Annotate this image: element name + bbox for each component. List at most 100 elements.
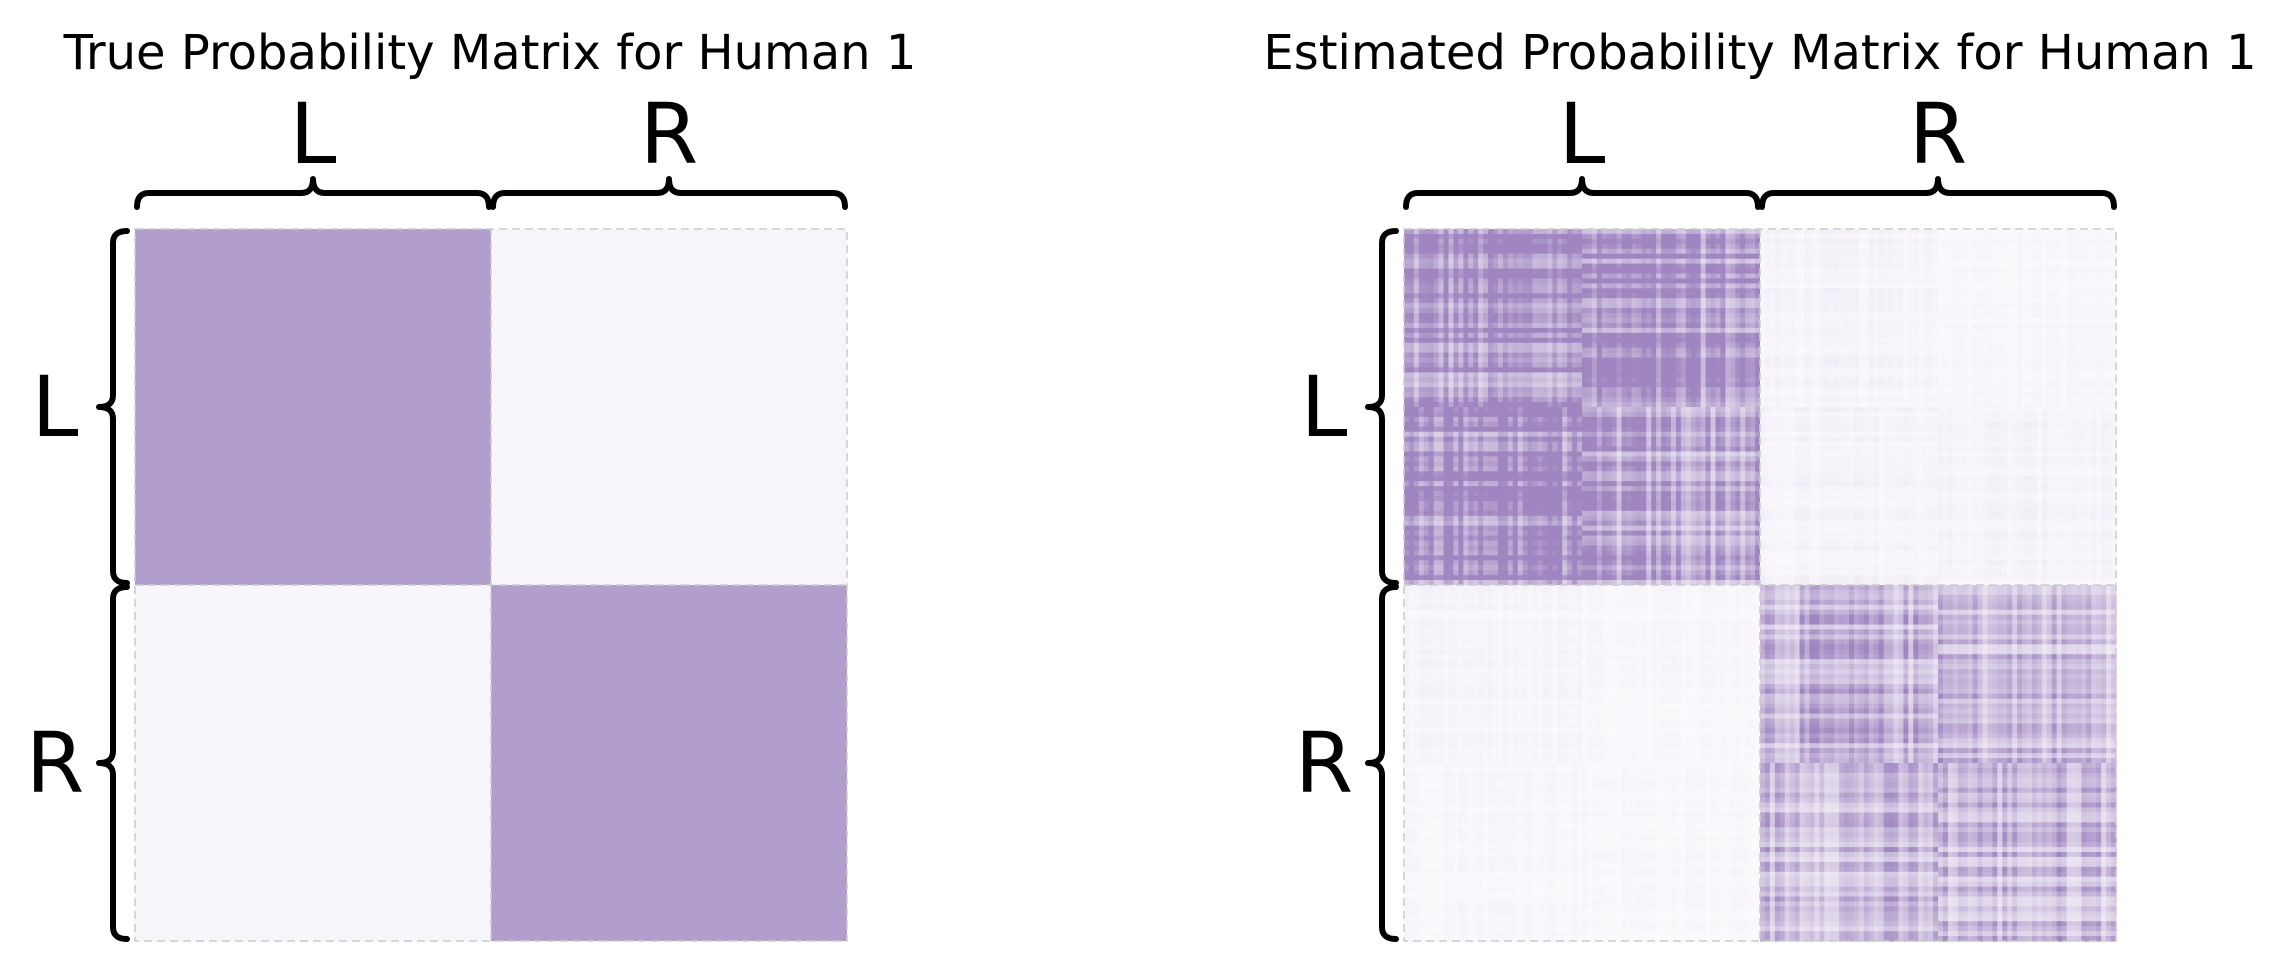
heatmap-cell [1453, 337, 1459, 344]
heatmap-cell [1705, 229, 1712, 235]
heatmap-cell [1586, 308, 1593, 314]
heatmap-cell [1567, 500, 1573, 507]
heatmap-cell [1705, 352, 1712, 359]
heatmap-cell [1675, 451, 1682, 458]
heatmap-cell [1755, 545, 1761, 551]
heatmap-cell [1537, 238, 1544, 245]
heatmap-cell [1695, 491, 1702, 497]
heatmap-cell [1661, 273, 1667, 280]
heatmap-cell [1458, 491, 1464, 497]
heatmap-cell [1517, 431, 1524, 438]
heatmap-cell [1413, 431, 1420, 438]
heatmap-cell [1488, 525, 1494, 532]
heatmap-cell [1517, 525, 1524, 532]
heatmap-cell [1695, 387, 1702, 393]
heatmap-cell [1413, 318, 1420, 324]
heatmap-cell [1596, 347, 1603, 354]
heatmap-cell [1611, 238, 1618, 245]
heatmap-cell [1725, 481, 1731, 487]
heatmap-cell [1463, 431, 1469, 438]
heatmap-cell [1700, 243, 1707, 250]
heatmap-cell [1448, 560, 1455, 566]
heatmap-cell [1478, 416, 1484, 423]
heatmap-cell [1458, 332, 1464, 339]
heatmap-cell [1527, 486, 1534, 492]
heatmap-cell [1680, 411, 1687, 418]
heatmap-cell [1572, 327, 1578, 334]
heatmap-cell [1586, 461, 1593, 467]
heatmap-cell [1596, 525, 1603, 532]
heatmap-cell [1527, 575, 1534, 581]
heatmap-cell [1611, 510, 1618, 517]
heatmap-cell [1483, 322, 1489, 329]
heatmap-cell [1606, 233, 1613, 240]
heatmap-cell [1651, 481, 1657, 487]
heatmap-cell [1438, 515, 1445, 522]
heatmap-cell [1695, 392, 1702, 398]
heatmap-cell [1680, 352, 1687, 359]
heatmap-cell [1458, 570, 1464, 576]
heatmap-cell [1507, 367, 1514, 373]
heatmap-cell [1428, 238, 1435, 245]
heatmap-cell [1423, 550, 1430, 556]
heatmap-cell [1582, 258, 1588, 265]
heatmap-cell [1745, 258, 1751, 265]
heatmap-cell [1591, 352, 1598, 359]
heatmap-cell [1463, 293, 1469, 299]
heatmap-cell [1577, 362, 1583, 369]
heatmap-cell [1661, 471, 1667, 477]
heatmap-cell [1483, 471, 1489, 477]
heatmap-cell [1532, 466, 1539, 472]
heatmap-cell [1507, 570, 1514, 576]
heatmap-cell [1685, 313, 1692, 319]
heatmap-cell [1567, 426, 1573, 433]
heatmap-cell [1404, 327, 1410, 334]
heatmap-cell [1586, 530, 1593, 537]
heatmap-cell [1591, 476, 1598, 482]
heatmap-cell [1478, 229, 1484, 235]
heatmap-cell [1651, 263, 1657, 270]
heatmap-cell [1458, 486, 1464, 492]
heatmap-cell [1750, 293, 1756, 299]
heatmap-cell [1636, 258, 1642, 265]
heatmap-cell [1661, 441, 1667, 448]
heatmap-cell [1572, 322, 1578, 329]
heatmap-cell [1522, 407, 1529, 413]
heatmap-cell [1755, 273, 1761, 280]
heatmap-cell [1675, 486, 1682, 492]
heatmap-cell [1497, 402, 1504, 408]
heatmap-cell [1582, 540, 1588, 547]
heatmap-cell [1671, 491, 1677, 497]
heatmap-cell [1418, 461, 1425, 467]
heatmap-cell [1552, 258, 1558, 265]
heatmap-cell [1740, 263, 1746, 270]
heatmap-cell [1497, 486, 1504, 492]
heatmap-cell [1750, 357, 1756, 364]
heatmap-cell [1483, 313, 1489, 319]
heatmap-cell [1675, 520, 1682, 527]
heatmap-cell [1408, 318, 1415, 324]
heatmap-cell [1557, 268, 1563, 275]
heatmap-cell [1725, 535, 1731, 542]
heatmap-cell [1685, 357, 1692, 364]
heatmap-cell [1507, 535, 1514, 542]
heatmap-cell [1740, 248, 1746, 255]
heatmap-cell [1750, 288, 1756, 294]
heatmap-cell [1423, 303, 1430, 309]
heatmap-cell [1537, 466, 1544, 472]
heatmap-cell [1502, 332, 1509, 339]
heatmap-cell [1438, 421, 1445, 428]
heatmap-cell [1542, 313, 1548, 319]
heatmap-cell [1582, 318, 1588, 324]
heatmap-cell [1646, 496, 1652, 502]
heatmap-cell [1557, 258, 1563, 265]
heatmap-cell [1453, 515, 1459, 522]
heatmap-cell [1582, 481, 1588, 487]
heatmap-cell [1651, 436, 1657, 443]
heatmap-cell [1656, 362, 1662, 369]
heatmap-cell [1483, 525, 1489, 532]
heatmap-cell [1636, 322, 1642, 329]
heatmap-cell [1740, 318, 1746, 324]
heatmap-cell [1636, 372, 1642, 378]
heatmap-cell [1552, 233, 1558, 240]
